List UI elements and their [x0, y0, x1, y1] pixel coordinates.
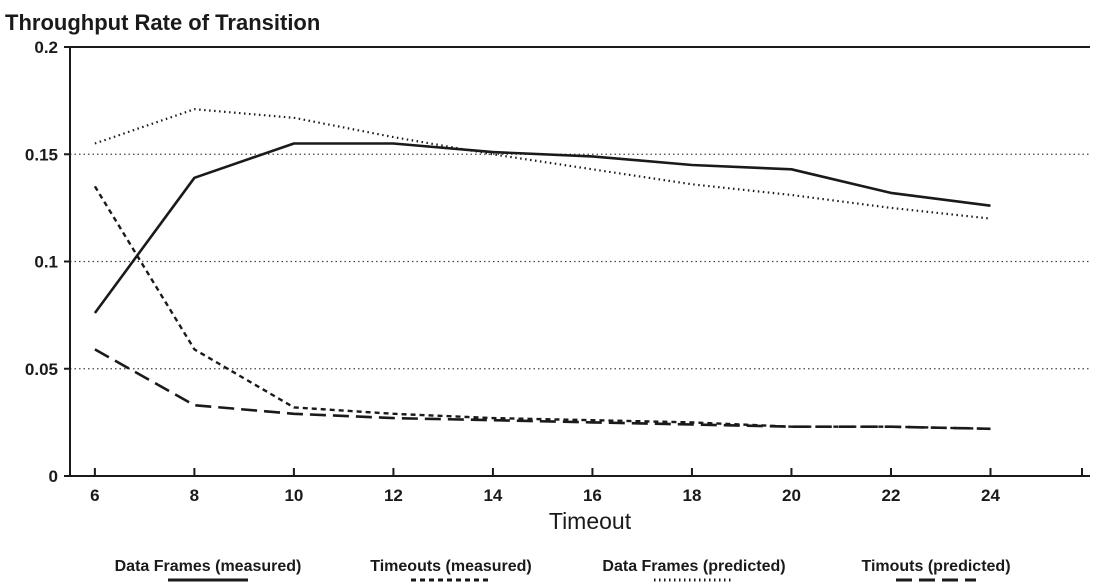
x-tick-label: 8 [190, 486, 199, 505]
x-tick-label: 22 [882, 486, 901, 505]
legend-label: Timouts (predicted) [861, 558, 1010, 575]
x-tick-label: 20 [782, 486, 801, 505]
grid [70, 46, 1090, 370]
x-tick-label: 24 [981, 486, 1000, 505]
legend-label: Data Frames (predicted) [602, 558, 785, 575]
y-tick-label: 0.05 [25, 360, 58, 379]
series-line-2 [93, 185, 991, 430]
series-line-4 [94, 348, 991, 431]
x-tick-label: 18 [682, 486, 701, 505]
x-axis-label: Timeout [549, 508, 632, 534]
x-tick-label: 10 [284, 486, 303, 505]
x-tick-label: 14 [483, 486, 502, 505]
legend-label: Data Frames (measured) [115, 558, 302, 575]
tick-labels: 0 0.05 0.1 0.15 0.2 6 8 10 12 14 16 18 20 22 24 [25, 38, 1001, 505]
y-tick-label: 0.2 [34, 38, 58, 57]
legend-label: Timeouts (measured) [370, 558, 532, 575]
x-tick-label: 12 [384, 486, 403, 505]
series-line-1 [93, 142, 991, 314]
x-tick-label: 16 [583, 486, 602, 505]
y-tick-label: 0.1 [34, 253, 58, 272]
y-tick-label: 0 [49, 467, 58, 486]
series-line-3 [94, 108, 991, 220]
legend: Data Frames (measured) Timeouts (measured… [115, 558, 1011, 582]
y-tick-label: 0.15 [25, 145, 58, 164]
axes [64, 46, 1090, 477]
x-tick-label: 6 [90, 486, 99, 505]
chart-title: Throughput Rate of Transition [5, 10, 320, 35]
series-lines [93, 108, 991, 431]
